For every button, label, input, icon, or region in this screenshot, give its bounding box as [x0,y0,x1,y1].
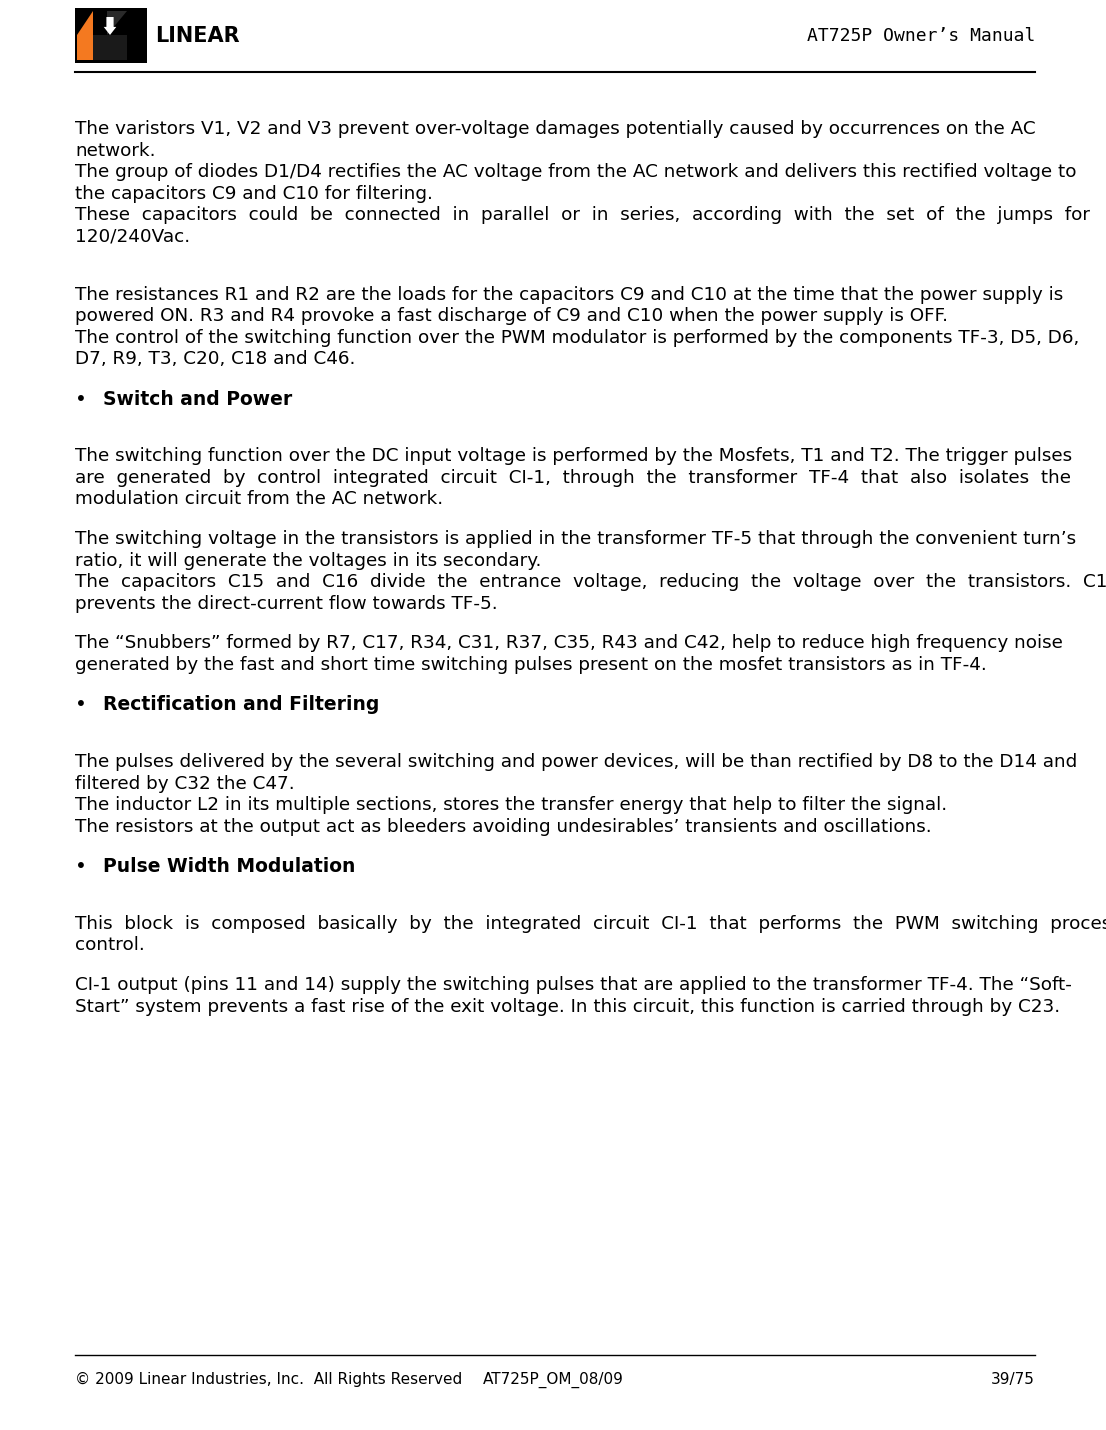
Polygon shape [104,17,116,34]
Text: ratio, it will generate the voltages in its secondary.: ratio, it will generate the voltages in … [75,552,541,569]
Text: powered ON. R3 and R4 provoke a fast discharge of C9 and C10 when the power supp: powered ON. R3 and R4 provoke a fast dis… [75,307,948,325]
Text: modulation circuit from the AC network.: modulation circuit from the AC network. [75,490,444,508]
Text: •: • [75,857,87,877]
Text: The pulses delivered by the several switching and power devices, will be than re: The pulses delivered by the several swit… [75,754,1077,771]
Polygon shape [107,11,127,34]
Text: The switching voltage in the transistors is applied in the transformer TF-5 that: The switching voltage in the transistors… [75,531,1076,548]
Text: The group of diodes D1/D4 rectifies the AC voltage from the AC network and deliv: The group of diodes D1/D4 rectifies the … [75,163,1076,182]
Text: This  block  is  composed  basically  by  the  integrated  circuit  CI-1  that  : This block is composed basically by the … [75,915,1106,932]
Polygon shape [77,11,107,60]
Text: The inductor L2 in its multiple sections, stores the transfer energy that help t: The inductor L2 in its multiple sections… [75,797,947,814]
Text: The resistors at the output act as bleeders avoiding undesirables’ transients an: The resistors at the output act as bleed… [75,818,931,835]
Text: © 2009 Linear Industries, Inc.  All Rights Reserved: © 2009 Linear Industries, Inc. All Right… [75,1371,462,1387]
Text: The “Snubbers” formed by R7, C17, R34, C31, R37, C35, R43 and C42, help to reduc: The “Snubbers” formed by R7, C17, R34, C… [75,635,1063,652]
Text: network.: network. [75,142,156,160]
Text: The resistances R1 and R2 are the loads for the capacitors C9 and C10 at the tim: The resistances R1 and R2 are the loads … [75,286,1063,303]
Text: The  capacitors  C15  and  C16  divide  the  entrance  voltage,  reducing  the  : The capacitors C15 and C16 divide the en… [75,573,1106,591]
Text: the capacitors C9 and C10 for filtering.: the capacitors C9 and C10 for filtering. [75,184,432,203]
Text: The varistors V1, V2 and V3 prevent over-voltage damages potentially caused by o: The varistors V1, V2 and V3 prevent over… [75,120,1035,139]
Text: control.: control. [75,937,145,954]
Text: prevents the direct-current flow towards TF-5.: prevents the direct-current flow towards… [75,595,498,612]
Text: are  generated  by  control  integrated  circuit  CI-1,  through  the  transform: are generated by control integrated circ… [75,469,1071,486]
Text: LINEAR: LINEAR [155,26,240,46]
Text: Start” system prevents a fast rise of the exit voltage. In this circuit, this fu: Start” system prevents a fast rise of th… [75,998,1061,1015]
Polygon shape [77,11,93,34]
Text: Rectification and Filtering: Rectification and Filtering [103,695,379,715]
Text: D7, R9, T3, C20, C18 and C46.: D7, R9, T3, C20, C18 and C46. [75,350,355,368]
Text: CI-1 output (pins 11 and 14) supply the switching pulses that are applied to the: CI-1 output (pins 11 and 14) supply the … [75,977,1072,994]
Text: 39/75: 39/75 [991,1371,1035,1387]
Text: generated by the fast and short time switching pulses present on the mosfet tran: generated by the fast and short time swi… [75,656,987,674]
Text: The switching function over the DC input voltage is performed by the Mosfets, T1: The switching function over the DC input… [75,448,1072,465]
Text: •: • [75,389,87,409]
Text: The control of the switching function over the PWM modulator is performed by the: The control of the switching function ov… [75,329,1079,346]
Polygon shape [93,34,127,60]
Text: These  capacitors  could  be  connected  in  parallel  or  in  series,  accordin: These capacitors could be connected in p… [75,206,1091,225]
Text: filtered by C32 the C47.: filtered by C32 the C47. [75,775,294,792]
Text: AT725P Owner’s Manual: AT725P Owner’s Manual [806,27,1035,44]
Text: •: • [75,695,87,715]
Text: AT725P_OM_08/09: AT725P_OM_08/09 [482,1371,624,1389]
Text: 120/240Vac.: 120/240Vac. [75,227,190,246]
Text: Pulse Width Modulation: Pulse Width Modulation [103,857,355,877]
Text: Switch and Power: Switch and Power [103,389,292,409]
Bar [75,9,147,63]
